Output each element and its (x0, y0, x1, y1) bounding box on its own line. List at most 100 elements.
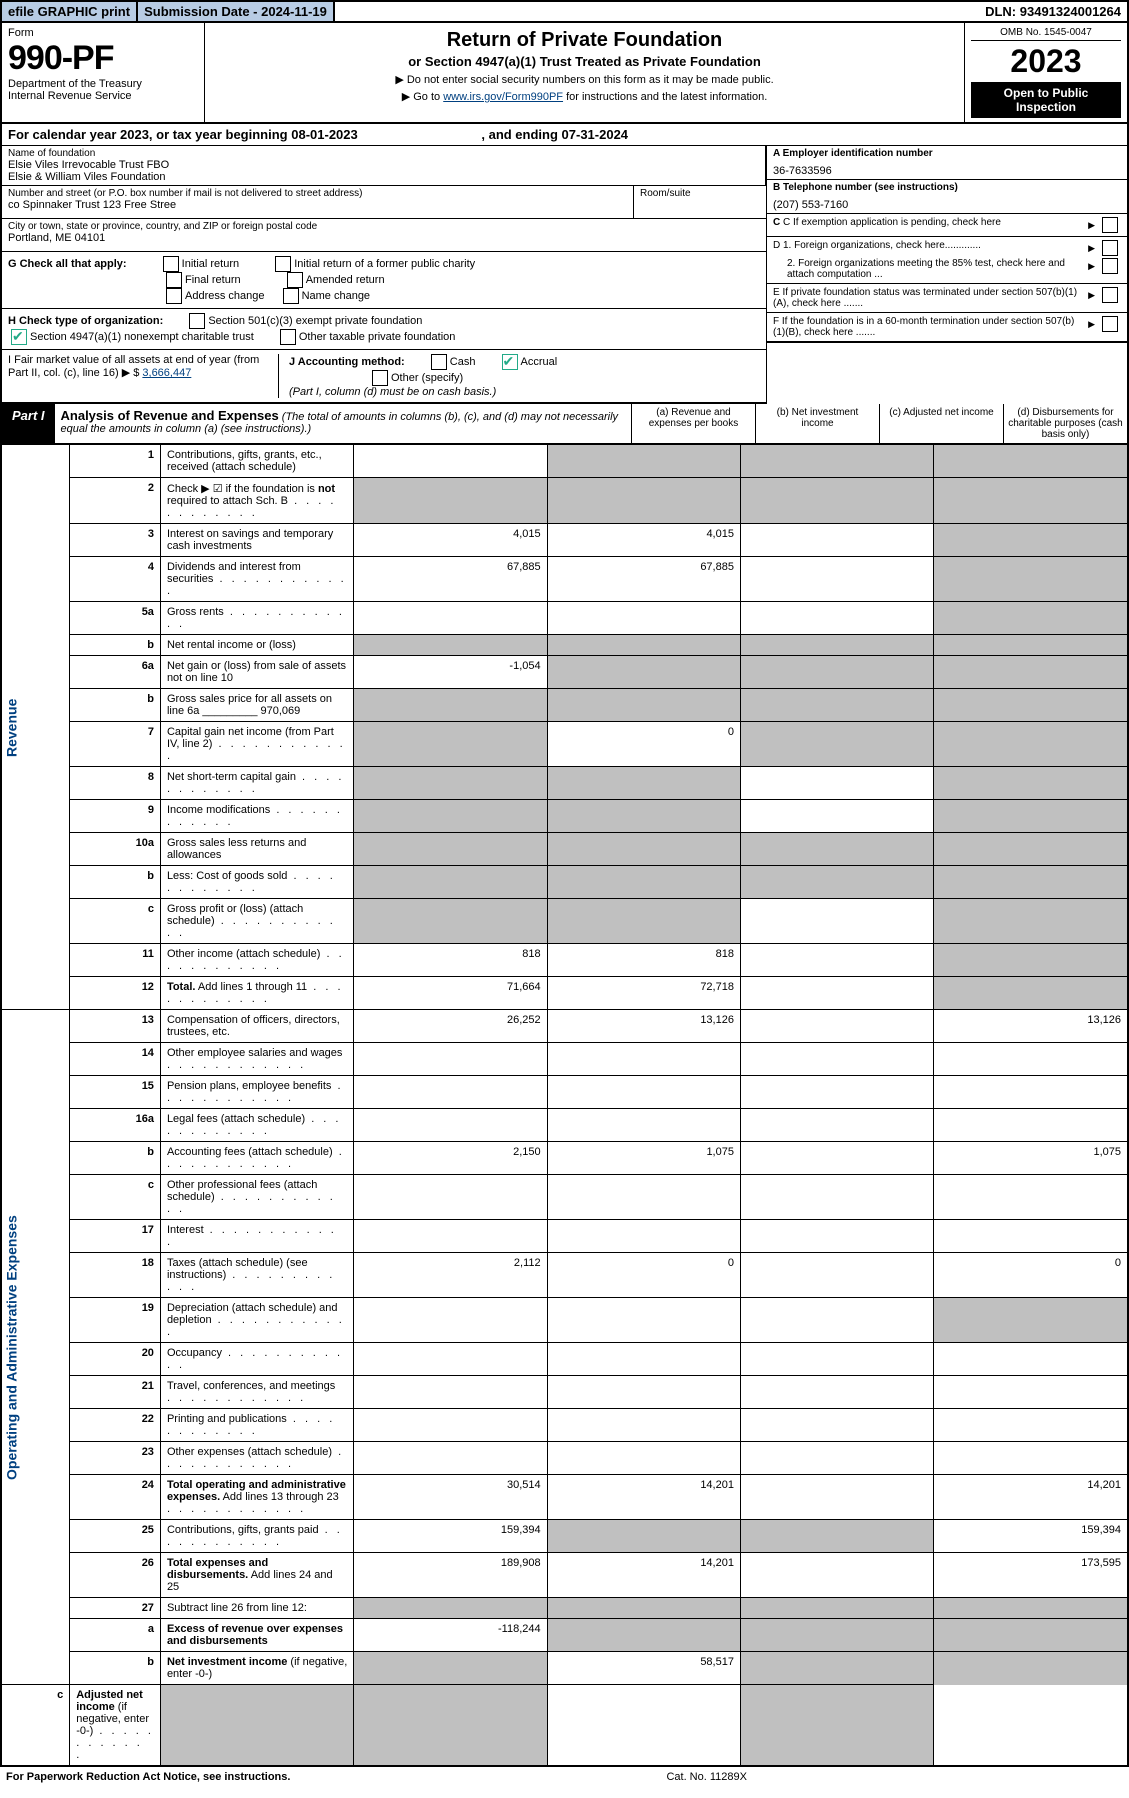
cell-c (740, 557, 933, 602)
instr-link[interactable]: www.irs.gov/Form990PF (443, 91, 563, 103)
city-val: Portland, ME 04101 (8, 232, 760, 244)
dept-line2: Internal Revenue Service (8, 90, 198, 102)
chk-accrual[interactable] (502, 354, 518, 370)
chk-d2[interactable] (1102, 258, 1118, 274)
chk-initial-former[interactable] (275, 256, 291, 272)
chk-f[interactable] (1102, 316, 1118, 332)
row-desc: Legal fees (attach schedule) (160, 1109, 353, 1142)
chk-e[interactable] (1102, 287, 1118, 303)
g5: Name change (302, 290, 371, 302)
chk-initial[interactable] (163, 256, 179, 272)
form-label: Form (8, 27, 198, 39)
opt-f: F If the foundation is in a 60-month ter… (767, 313, 1127, 343)
table-row: 11Other income (attach schedule)818818 (1, 944, 1128, 977)
dln: DLN: 93491324001264 (979, 2, 1127, 21)
row-desc: Other employee salaries and wages (160, 1043, 353, 1076)
top-bar: efile GRAPHIC print Submission Date - 20… (0, 0, 1129, 23)
cell-d (934, 635, 1128, 656)
cell-c (740, 1652, 933, 1685)
row-num: 14 (70, 1043, 161, 1076)
cell-d (934, 1109, 1128, 1142)
room-lbl: Room/suite (640, 188, 760, 199)
cell-d (934, 899, 1128, 944)
cell-d (934, 833, 1128, 866)
row-desc: Gross sales less returns and allowances (160, 833, 353, 866)
phone-cell: B Telephone number (see instructions) (2… (767, 180, 1127, 214)
cell-d (934, 1619, 1128, 1652)
cell-b (547, 1220, 740, 1253)
table-row: bNet rental income or (loss) (1, 635, 1128, 656)
row-num: 21 (70, 1376, 161, 1409)
cell-a (354, 1652, 547, 1685)
cell-b (547, 899, 740, 944)
cell-c (740, 602, 933, 635)
chk-4947[interactable] (11, 329, 27, 345)
chk-d1[interactable] (1102, 240, 1118, 256)
chk-addr-change[interactable] (166, 288, 182, 304)
cell-b (354, 1685, 547, 1767)
row-desc: Other professional fees (attach schedule… (160, 1175, 353, 1220)
cell-a (354, 635, 547, 656)
chk-name-change[interactable] (283, 288, 299, 304)
cell-b (547, 1520, 740, 1553)
row-num: 1 (70, 445, 161, 478)
cell-a (354, 767, 547, 800)
row-desc: Excess of revenue over expenses and disb… (160, 1619, 353, 1652)
dln-lbl: DLN: (985, 4, 1020, 19)
cell-c (740, 1253, 933, 1298)
cell-b (547, 1376, 740, 1409)
cell-b: 4,015 (547, 524, 740, 557)
opt-c: C C If exemption application is pending,… (767, 214, 1127, 237)
chk-other-taxable[interactable] (280, 329, 296, 345)
cell-c (740, 866, 933, 899)
row-desc: Income modifications (160, 800, 353, 833)
row-num: 16a (70, 1109, 161, 1142)
j-other: Other (specify) (391, 372, 463, 384)
table-row: bAccounting fees (attach schedule)2,1501… (1, 1142, 1128, 1175)
row-desc: Gross sales price for all assets on line… (160, 689, 353, 722)
city-cell: City or town, state or province, country… (2, 219, 766, 252)
cell-a: 189,908 (354, 1553, 547, 1598)
chk-501c3[interactable] (189, 313, 205, 329)
cell-c (740, 1175, 933, 1220)
row-desc: Subtract line 26 from line 12: (160, 1598, 353, 1619)
cell-b (547, 478, 740, 524)
part1-label: Part I (2, 404, 55, 443)
cell-d (934, 1598, 1128, 1619)
cell-d: 13,126 (934, 1010, 1128, 1043)
room-suite-cell: Room/suite (634, 186, 766, 219)
cell-a: 26,252 (354, 1010, 547, 1043)
header-center: Return of Private Foundation or Section … (205, 23, 965, 122)
chk-other-method[interactable] (372, 370, 388, 386)
chk-cash[interactable] (431, 354, 447, 370)
row-desc: Gross rents (160, 602, 353, 635)
cell-b (547, 1343, 740, 1376)
cell-b: 14,201 (547, 1553, 740, 1598)
row-num: 17 (70, 1220, 161, 1253)
row-desc: Compensation of officers, directors, tru… (160, 1010, 353, 1043)
j-lbl: J Accounting method: (289, 356, 405, 368)
cell-d (934, 1043, 1128, 1076)
cell-a (354, 1109, 547, 1142)
row-num: b (70, 1142, 161, 1175)
row-desc: Occupancy (160, 1343, 353, 1376)
table-row: cOther professional fees (attach schedul… (1, 1175, 1128, 1220)
row-desc: Other income (attach schedule) (160, 944, 353, 977)
table-row: bLess: Cost of goods sold (1, 866, 1128, 899)
chk-c[interactable] (1102, 217, 1118, 233)
cell-d (934, 977, 1128, 1010)
row-num: 9 (70, 800, 161, 833)
efile-label: efile GRAPHIC print (2, 2, 138, 21)
chk-final[interactable] (166, 272, 182, 288)
cell-a: 818 (354, 944, 547, 977)
cell-b: 13,126 (547, 1010, 740, 1043)
d2-lbl: 2. Foreign organizations meeting the 85%… (773, 258, 1080, 280)
cell-d: 173,595 (934, 1553, 1128, 1598)
row-num: 7 (70, 722, 161, 767)
chk-amended[interactable] (287, 272, 303, 288)
row-num: 8 (70, 767, 161, 800)
row-num: 11 (70, 944, 161, 977)
cell-d (934, 1442, 1128, 1475)
cell-c (740, 833, 933, 866)
cell-c (740, 1043, 933, 1076)
